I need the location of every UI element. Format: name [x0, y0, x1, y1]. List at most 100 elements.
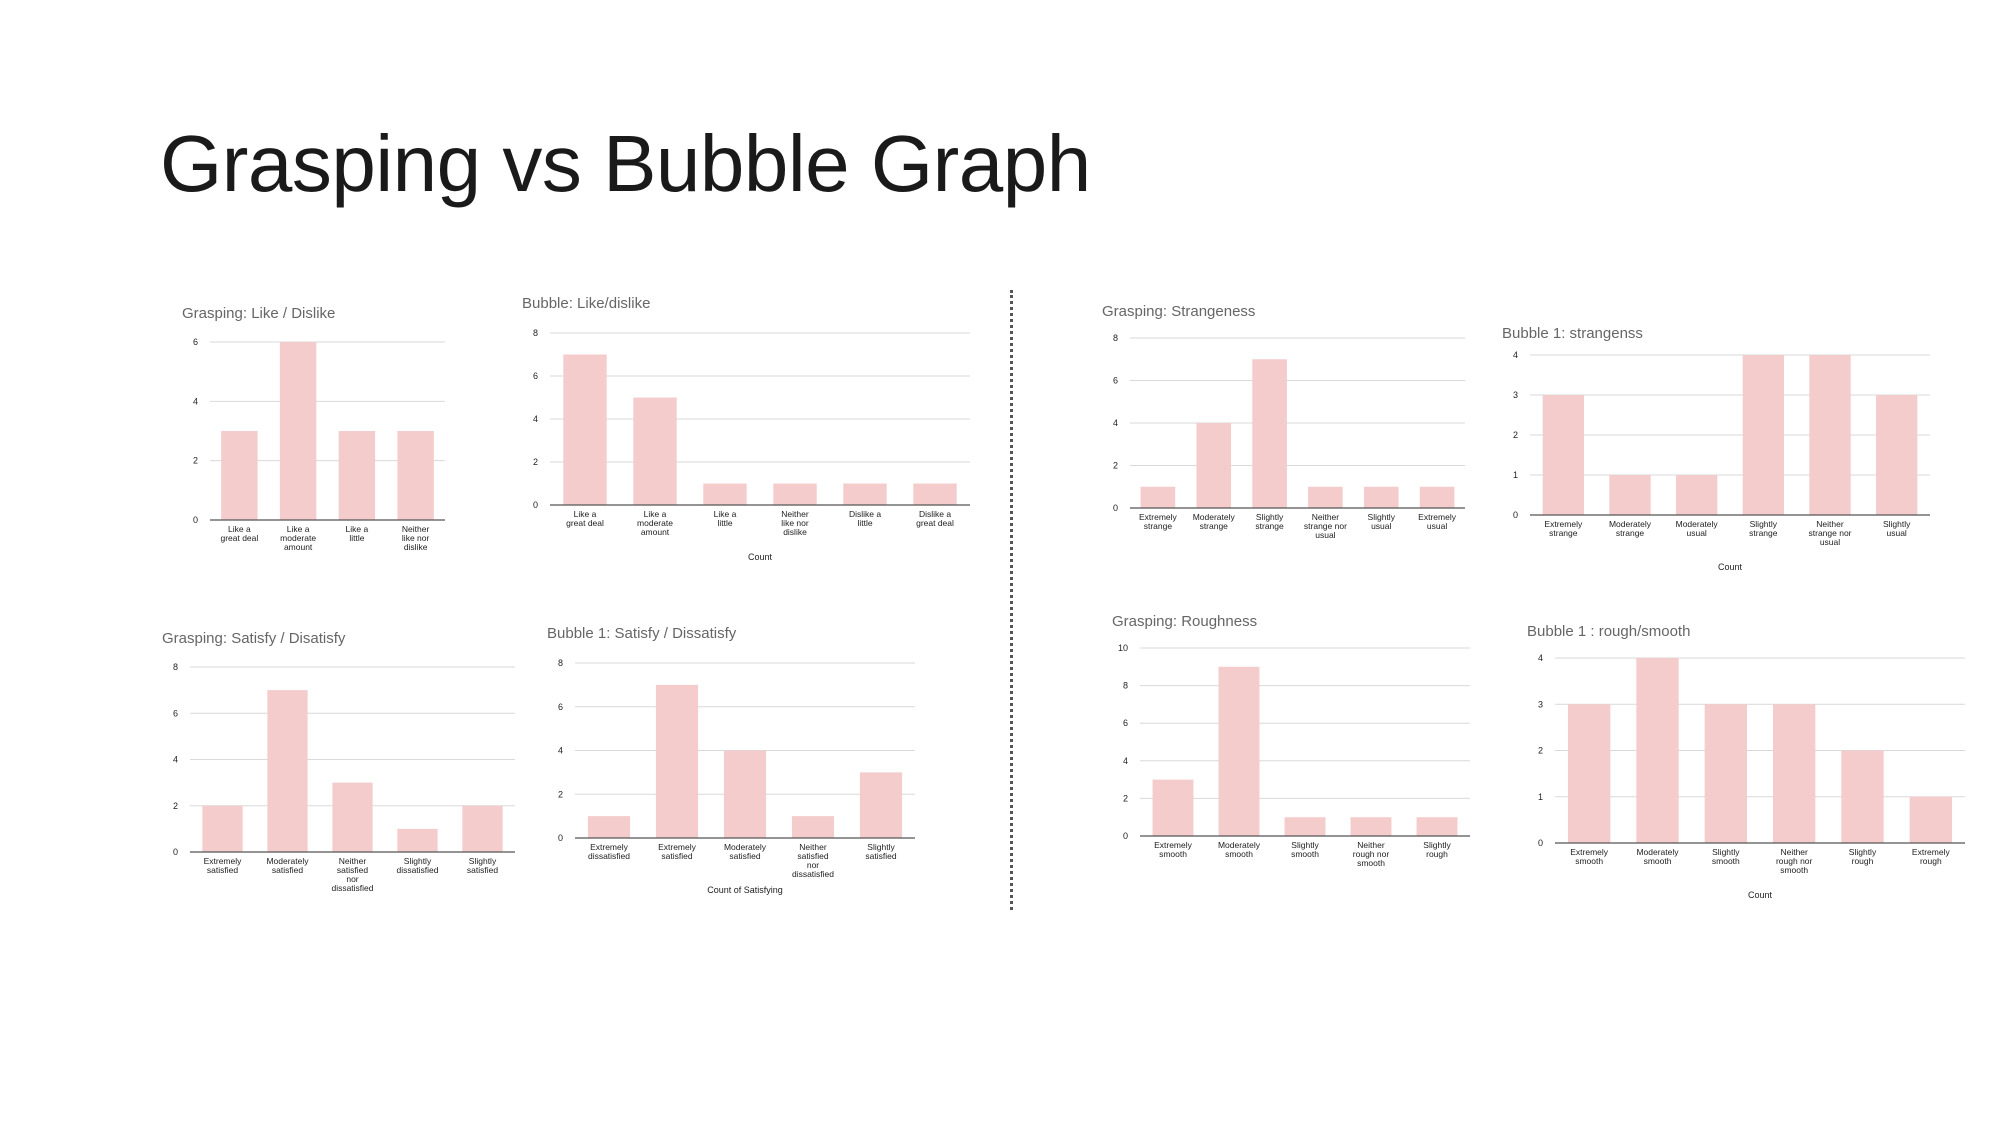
x-category-label: Like a little [346, 524, 369, 543]
x-category-label: Neither strange nor usual [1304, 512, 1347, 540]
x-category-label: Extremely satisfied [204, 856, 243, 875]
bar [1416, 817, 1458, 836]
y-tick-label: 3 [1538, 699, 1543, 709]
x-category-label: Slightly usual [1368, 512, 1396, 531]
y-tick-label: 4 [1113, 418, 1118, 428]
bar [859, 772, 903, 838]
y-tick-label: 8 [173, 662, 178, 672]
x-category-label: Slightly strange [1749, 519, 1778, 538]
bar [267, 690, 308, 852]
x-category-label: Moderately strange [1609, 519, 1652, 538]
bar [1252, 359, 1287, 508]
bar [1542, 395, 1584, 515]
bar [913, 483, 957, 505]
x-category-label: Slightly satisfied [865, 842, 896, 861]
x-category-label: Slightly rough [1849, 847, 1877, 866]
y-tick-label: 4 [1513, 350, 1518, 360]
bar [1704, 704, 1748, 843]
bar [397, 431, 434, 520]
bar [633, 397, 677, 505]
bar [332, 782, 373, 852]
x-category-label: Extremely satisfied [658, 842, 697, 861]
x-category-label: Moderately usual [1676, 519, 1719, 538]
divider [1010, 290, 1013, 910]
y-tick-label: 0 [1513, 510, 1518, 520]
x-category-label: Neither rough nor smooth [1776, 847, 1813, 875]
chart-bubble-like-dislike: Bubble: Like/dislike 0 2 4 6 8 Like a great dea… [522, 295, 970, 562]
bar [1742, 355, 1784, 515]
bar [703, 483, 747, 505]
bar [655, 684, 699, 838]
bar [1140, 486, 1176, 508]
x-category-label: Slightly usual [1883, 519, 1911, 538]
chart-title: Bubble: Like/dislike [522, 295, 650, 312]
bar [1809, 355, 1851, 515]
chart-grasping-strangeness: Grasping: Strangeness 0 2 4 6 8 Extremely stran… [1102, 303, 1465, 540]
bar [279, 342, 317, 520]
x-category-label: Moderately strange [1193, 512, 1236, 531]
y-tick-label: 0 [1123, 831, 1128, 841]
y-tick-label: 0 [1538, 838, 1543, 848]
y-tick-label: 2 [193, 456, 198, 466]
bar [202, 805, 243, 852]
x-category-label: Extremely usual [1418, 512, 1457, 531]
y-tick-label: 10 [1118, 643, 1128, 653]
y-tick-label: 2 [1113, 461, 1118, 471]
bar [1876, 395, 1918, 515]
chart-title: Bubble 1 : rough/smooth [1527, 623, 1690, 640]
y-tick-label: 4 [558, 746, 563, 756]
chart-title: Bubble 1: Satisfy / Dissatisfy [547, 625, 737, 642]
x-axis-label: Count [1748, 890, 1773, 900]
y-tick-label: 0 [193, 515, 198, 525]
y-tick-label: 4 [1123, 756, 1128, 766]
bar [773, 483, 817, 505]
y-tick-label: 4 [1538, 653, 1543, 663]
y-tick-label: 4 [533, 414, 538, 424]
x-category-label: Neither like nor dislike [402, 524, 430, 552]
x-category-label: Extremely strange [1139, 512, 1178, 531]
x-category-label: Slightly dissatisfied [396, 856, 438, 875]
x-axis-label: Count [748, 552, 773, 562]
chart-title: Grasping: Like / Dislike [182, 305, 335, 322]
y-tick-label: 2 [1123, 793, 1128, 803]
chart-bubble-rough-smooth: Bubble 1 : rough/smooth 0 1 2 3 4 Extremely smo… [1527, 623, 1965, 900]
x-category-label: Neither like nor dislike [781, 509, 809, 537]
x-category-label: Like a moderate amount [637, 509, 673, 537]
y-tick-label: 6 [558, 702, 563, 712]
x-category-label: Dislike a little [849, 509, 881, 528]
bar [587, 816, 631, 838]
bar [338, 431, 376, 520]
x-axis-label: Count [1718, 562, 1743, 572]
x-category-label: Neither rough nor smooth [1353, 840, 1390, 868]
y-tick-label: 8 [533, 328, 538, 338]
bar [563, 354, 607, 505]
bar [397, 828, 438, 852]
bar [1772, 704, 1816, 843]
x-category-label: Extremely smooth [1570, 847, 1609, 866]
chart-title: Grasping: Satisfy / Disatisfy [162, 630, 346, 647]
bar [723, 750, 767, 838]
chart-title: Grasping: Strangeness [1102, 303, 1255, 320]
x-category-label: Slightly satisfied [467, 856, 498, 875]
y-tick-label: 2 [1538, 746, 1543, 756]
x-category-label: Moderately satisfied [266, 856, 309, 875]
y-tick-label: 8 [1123, 681, 1128, 691]
x-category-label: Like a little [714, 509, 737, 528]
bar [1567, 704, 1611, 843]
chart-title: Grasping: Roughness [1112, 613, 1257, 630]
chart-bubble-strangeness: Bubble 1: strangenss 0 1 2 3 4 Extremely strang… [1502, 325, 1930, 572]
x-category-label: Extremely strange [1544, 519, 1583, 538]
x-category-label: Moderately smooth [1218, 840, 1261, 859]
bar [791, 816, 835, 838]
bar [1152, 779, 1194, 836]
bar [221, 431, 258, 520]
bar [1308, 486, 1343, 508]
y-tick-label: 1 [1538, 792, 1543, 802]
x-category-label: Slightly strange [1255, 512, 1284, 531]
bar [1841, 750, 1884, 843]
y-tick-label: 2 [558, 789, 563, 799]
y-tick-label: 3 [1513, 390, 1518, 400]
bar [1609, 475, 1651, 515]
bar [462, 805, 503, 852]
bar [1218, 666, 1260, 836]
